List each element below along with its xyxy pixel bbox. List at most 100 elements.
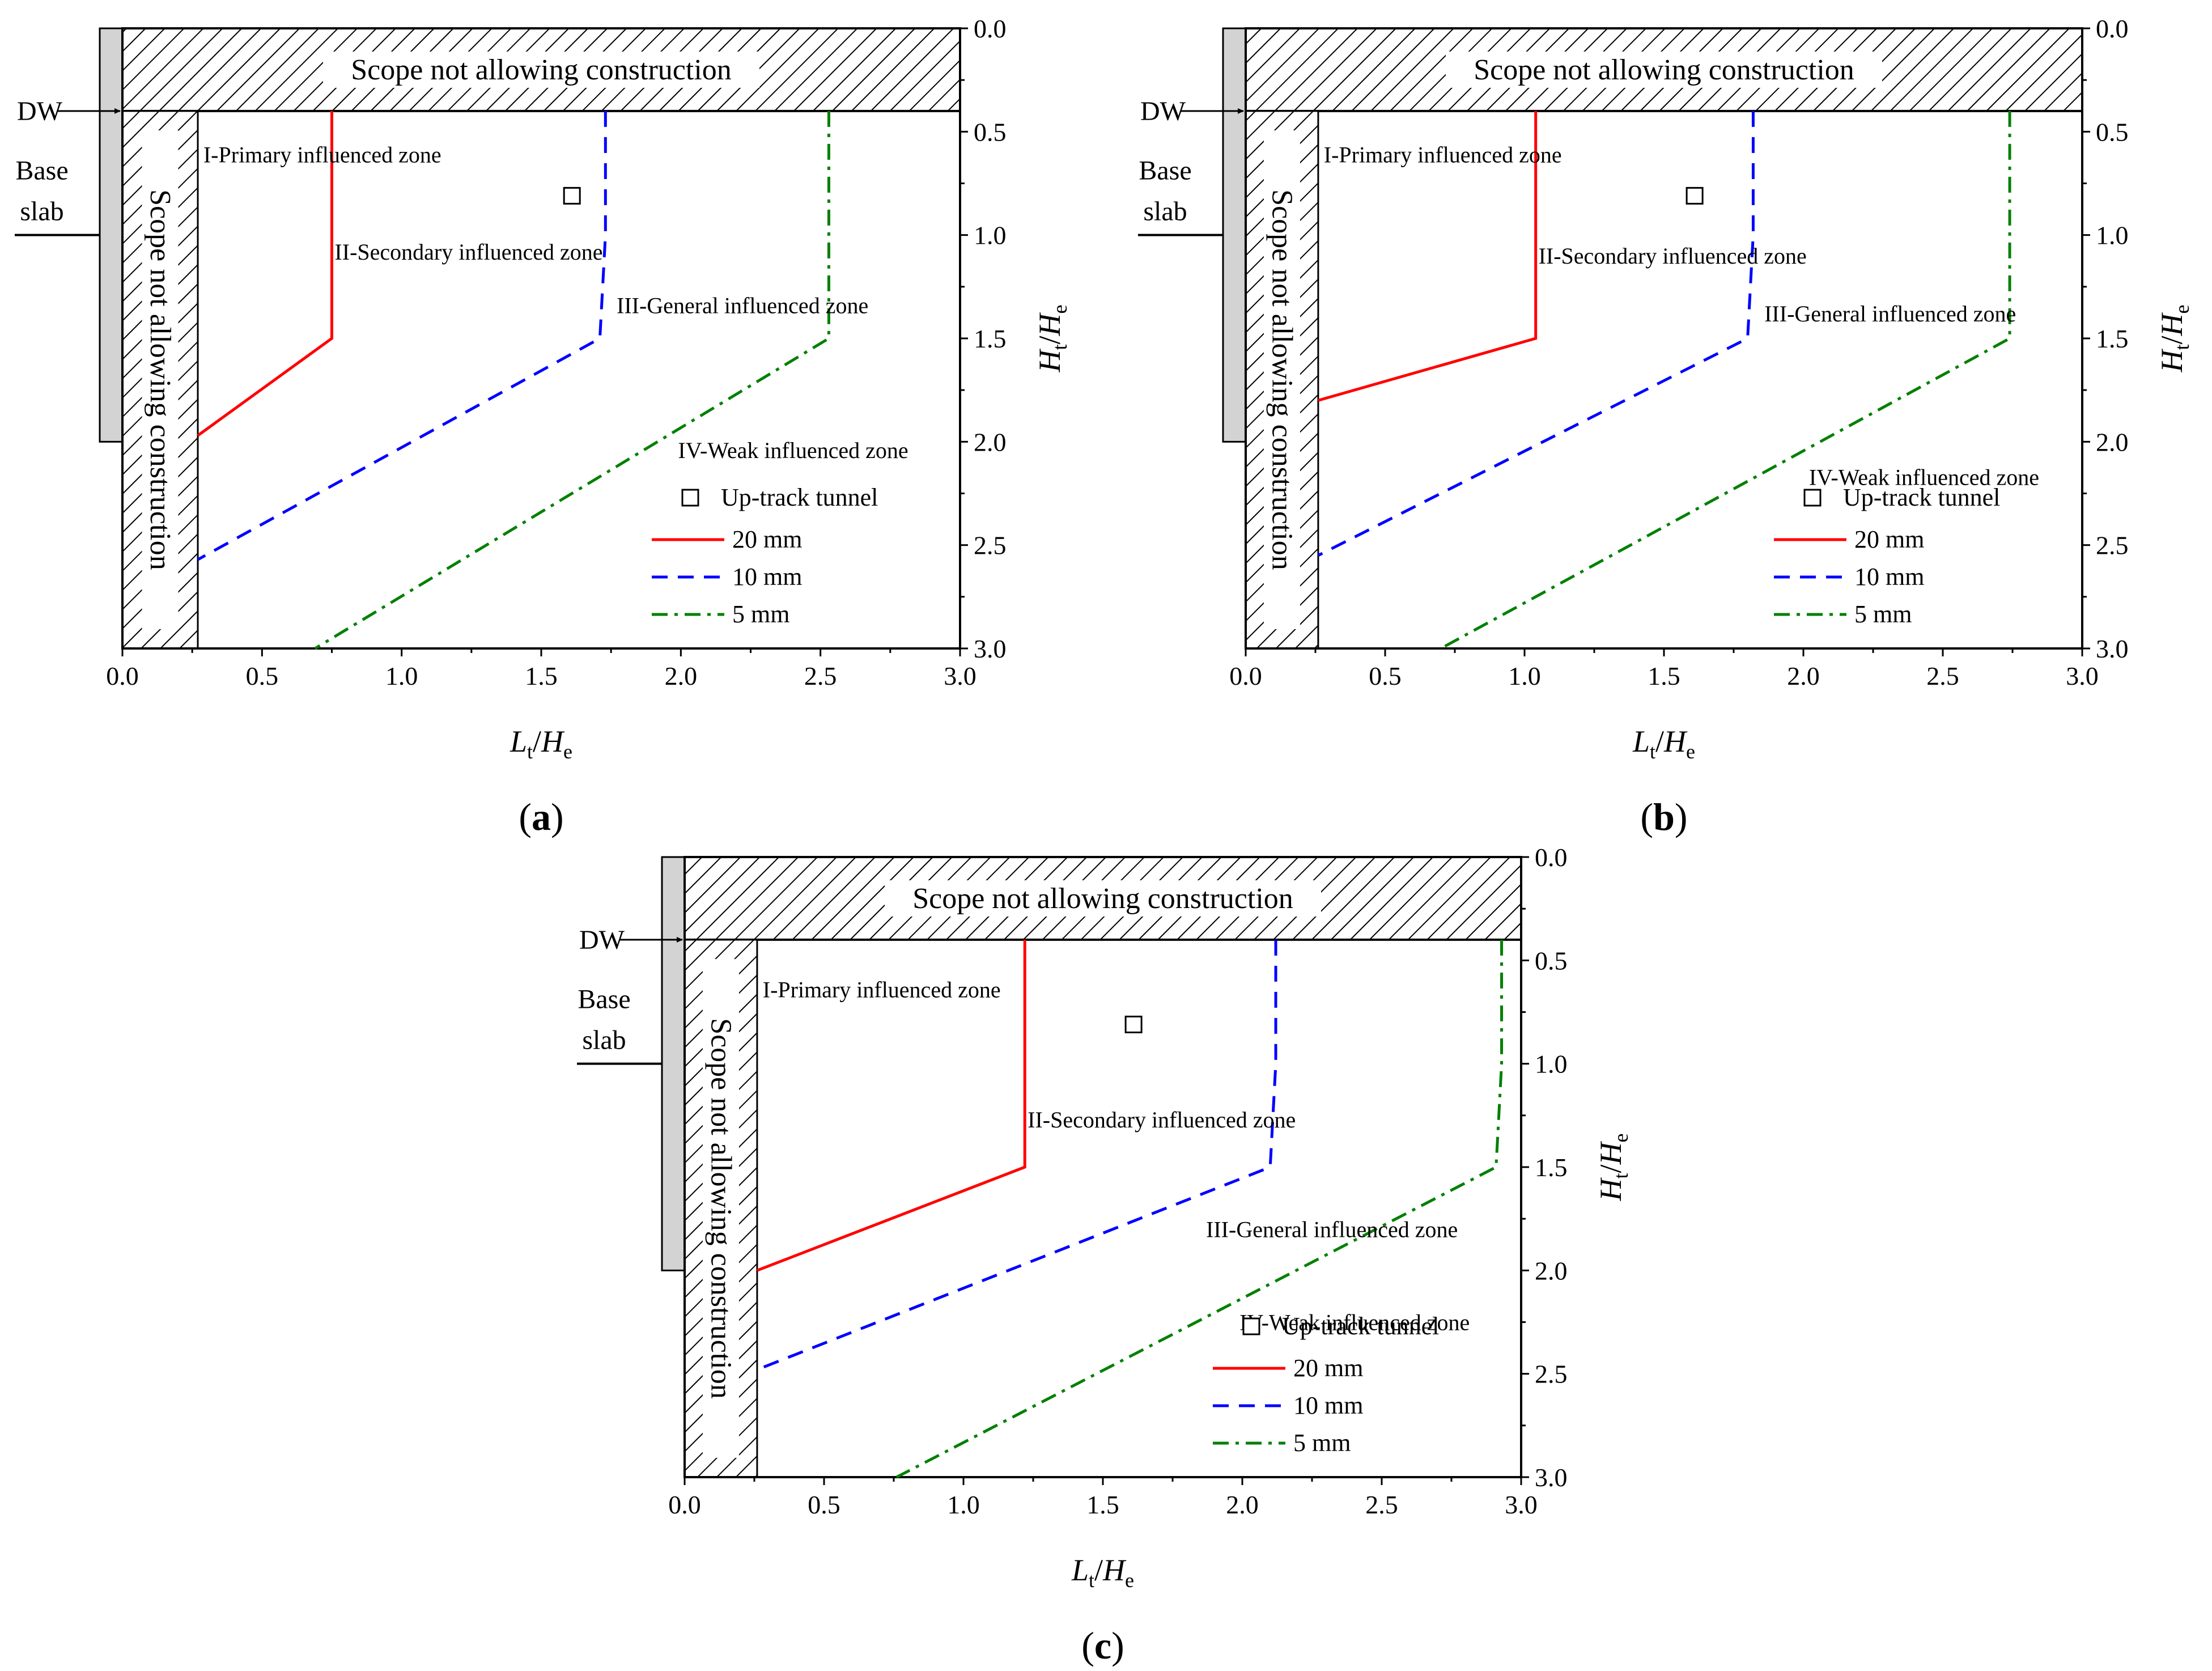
legend-label-series: 20 mm xyxy=(1854,525,1924,553)
restricted-side-label: Scope not allowing construction xyxy=(704,1018,737,1399)
y-tick-label: 0.0 xyxy=(974,14,1007,43)
x-axis-title: Lt/He xyxy=(510,724,572,763)
series-line-10-mm xyxy=(1317,111,1755,557)
series-line-10-mm xyxy=(757,939,1277,1371)
restricted-top-label: Scope not allowing construction xyxy=(1474,54,1854,86)
series-line-5-mm xyxy=(1440,111,2011,650)
y-tick-label: 2.5 xyxy=(1535,1360,1568,1389)
x-tick-label: 1.0 xyxy=(1508,661,1541,690)
diaphragm-wall xyxy=(1222,27,1247,443)
zone-annotation: II-Secondary influenced zone xyxy=(334,239,602,265)
x-tick-label: 1.0 xyxy=(385,661,418,690)
y-tick-label: 2.5 xyxy=(2096,531,2129,560)
y-tick-label: 2.0 xyxy=(1535,1256,1568,1285)
restricted-top-label-bg xyxy=(323,51,759,88)
dw-label: DW xyxy=(579,925,625,955)
x-tick-label: 2.5 xyxy=(1365,1490,1398,1519)
legend-label-tunnel: Up-track tunnel xyxy=(1282,1312,1439,1340)
series-line-20-mm xyxy=(197,111,333,437)
plot-frame xyxy=(1245,27,2083,650)
legend-label-series: 10 mm xyxy=(1293,1392,1363,1419)
x-tick-label: 2.5 xyxy=(1926,661,1959,690)
x-tick-label: 0.0 xyxy=(1229,661,1262,690)
restricted-top-label-bg xyxy=(885,880,1321,917)
dw-label: DW xyxy=(1140,96,1186,126)
x-tick-label: 2.5 xyxy=(804,661,837,690)
x-tick-label: 1.5 xyxy=(1648,661,1680,690)
zone-annotation: I-Primary influenced zone xyxy=(1324,142,1562,167)
y-axis-title: Ht/He xyxy=(2155,304,2193,372)
restricted-top-label-bg xyxy=(1446,51,1882,88)
y-tick-label: 2.0 xyxy=(2096,427,2129,456)
diaphragm-wall xyxy=(661,856,686,1271)
y-tick-label: 1.5 xyxy=(1535,1153,1568,1182)
legend-tunnel-marker xyxy=(681,489,699,507)
x-tick-label: 0.5 xyxy=(808,1490,840,1519)
legend-label-series: 5 mm xyxy=(1854,600,1912,628)
zone-annotation: I-Primary influenced zone xyxy=(763,977,1001,1002)
restricted-side-label-bg xyxy=(1263,130,1300,629)
x-tick-label: 1.0 xyxy=(947,1490,980,1519)
restricted-side-label-bg xyxy=(702,959,739,1458)
x-tick-label: 0.0 xyxy=(106,661,139,690)
x-tick-label: 3.0 xyxy=(2066,661,2099,690)
plot-frame xyxy=(121,27,961,650)
x-tick-label: 3.0 xyxy=(944,661,976,690)
legend-tunnel-marker xyxy=(1803,489,1822,507)
legend-tunnel-marker xyxy=(1242,1317,1260,1335)
legend-label-series: 5 mm xyxy=(1293,1429,1351,1457)
restricted-side-label: Scope not allowing construction xyxy=(144,189,176,570)
y-tick-label: 1.0 xyxy=(2096,221,2129,250)
base-slab-label-2: slab xyxy=(582,1025,626,1055)
panel-label: (c) xyxy=(1081,1624,1124,1667)
tunnel-marker xyxy=(1124,1015,1143,1033)
x-tick-label: 0.5 xyxy=(246,661,279,690)
legend-label-series: 10 mm xyxy=(1854,563,1924,591)
x-axis-title: Lt/He xyxy=(1071,1553,1134,1592)
panel-c: Scope not allowing construction Scope not… xyxy=(577,843,1632,1667)
y-tick-label: 1.5 xyxy=(974,324,1007,353)
y-tick-label: 3.0 xyxy=(1535,1463,1568,1492)
base-slab-label-1: Base xyxy=(1139,156,1191,186)
x-tick-label: 0.5 xyxy=(1369,661,1402,690)
y-tick-label: 1.0 xyxy=(974,221,1007,250)
zone-annotation: I-Primary influenced zone xyxy=(203,142,441,167)
tunnel-marker xyxy=(1685,186,1704,205)
series-line-5-mm xyxy=(895,939,1504,1479)
restricted-side-label-bg xyxy=(142,130,179,629)
series-line-5-mm xyxy=(314,111,830,650)
base-slab-label-2: slab xyxy=(20,197,63,227)
zone-annotation: III-General influenced zone xyxy=(1206,1216,1458,1242)
zone-annotation: III-General influenced zone xyxy=(617,293,868,319)
legend-label-tunnel: Up-track tunnel xyxy=(721,484,878,511)
restricted-top-label: Scope not allowing construction xyxy=(912,883,1293,915)
y-tick-label: 0.5 xyxy=(2096,117,2129,146)
dw-label: DW xyxy=(17,96,63,126)
x-tick-label: 1.5 xyxy=(525,661,558,690)
x-tick-label: 1.5 xyxy=(1086,1490,1119,1519)
zone-annotation: III-General influenced zone xyxy=(1764,301,2016,326)
y-tick-label: 3.0 xyxy=(2096,634,2129,663)
restricted-side-label: Scope not allowing construction xyxy=(1266,189,1298,570)
x-tick-label: 2.0 xyxy=(1787,661,1820,690)
legend-label-series: 20 mm xyxy=(732,525,802,553)
base-slab-label-1: Base xyxy=(15,156,68,186)
x-tick-label: 3.0 xyxy=(1505,1490,1538,1519)
zone-annotation: II-Secondary influenced zone xyxy=(1028,1107,1296,1133)
plot-frame xyxy=(683,856,1522,1478)
panel-b: Scope not allowing construction Scope not… xyxy=(1138,14,2193,838)
y-axis-title: Ht/He xyxy=(1033,304,1071,372)
y-axis-title: Ht/He xyxy=(1594,1133,1632,1201)
legend-label-series: 5 mm xyxy=(732,600,789,628)
legend-label-series: 20 mm xyxy=(1293,1354,1363,1382)
x-tick-label: 0.0 xyxy=(668,1490,701,1519)
panel-label: (b) xyxy=(1640,795,1687,838)
y-tick-label: 2.0 xyxy=(974,427,1007,456)
x-tick-label: 2.0 xyxy=(665,661,698,690)
y-tick-label: 2.5 xyxy=(974,531,1007,560)
tunnel-marker xyxy=(563,186,581,205)
y-tick-label: 3.0 xyxy=(974,634,1007,663)
panel-label: (a) xyxy=(519,795,563,838)
panel-a: Scope not allowing construction Scope not… xyxy=(15,14,1071,838)
